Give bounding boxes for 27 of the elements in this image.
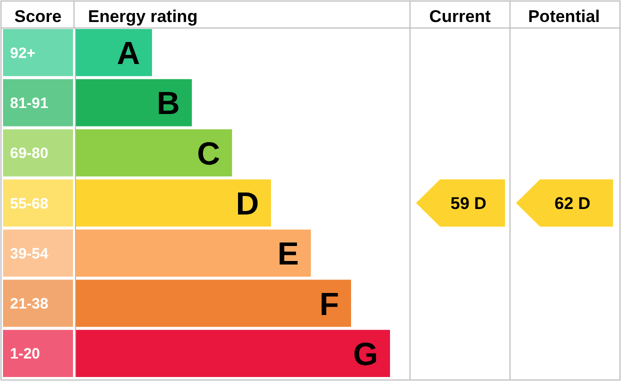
y-tick-label: 55-68: [10, 195, 48, 212]
y-axis-title: Score: [14, 7, 62, 26]
bar: [76, 129, 232, 176]
bar: [76, 29, 152, 76]
bar: [76, 280, 352, 327]
bar: [76, 230, 311, 277]
annotation: G: [353, 336, 378, 372]
y-tick-label: 1-20: [10, 346, 40, 363]
x-axis-title: Energy rating: [88, 7, 198, 26]
bar: [76, 79, 192, 126]
bar: [76, 330, 390, 377]
text: Current: [429, 7, 492, 26]
y-tick-label: 21-38: [10, 296, 48, 313]
y-tick-label: 39-54: [10, 245, 50, 262]
annotation: D: [236, 186, 259, 222]
bar: [76, 179, 271, 227]
text: Potential: [528, 7, 600, 26]
annotation: C: [196, 135, 220, 172]
y-tick-label: 81-91: [10, 94, 48, 112]
text: 62 D: [554, 194, 590, 213]
annotation: F: [320, 286, 340, 322]
annotation: E: [278, 236, 299, 272]
y-tick-label: 92+: [10, 44, 36, 62]
y-tick-label: 69-80: [10, 145, 48, 162]
annotation: B: [156, 85, 180, 122]
annotation: A: [116, 35, 140, 72]
text: 59 D: [450, 194, 486, 213]
